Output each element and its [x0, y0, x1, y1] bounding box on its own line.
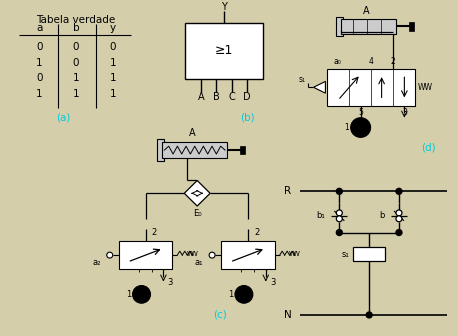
Text: a: a	[36, 24, 42, 33]
Text: Y: Y	[221, 2, 227, 12]
Bar	[221, 241, 275, 269]
Text: B: B	[213, 92, 220, 102]
Text: 1: 1	[109, 89, 116, 99]
Polygon shape	[313, 81, 326, 93]
Circle shape	[235, 286, 253, 303]
Text: W: W	[187, 251, 194, 257]
Bar	[327, 69, 415, 106]
Text: a₂: a₂	[93, 258, 101, 267]
Text: 1: 1	[126, 290, 131, 299]
Text: A: A	[189, 128, 196, 138]
Bar	[119, 241, 172, 269]
Circle shape	[336, 210, 342, 216]
Text: A: A	[197, 92, 204, 102]
Text: 1: 1	[36, 58, 43, 68]
Circle shape	[336, 188, 342, 194]
Bar	[353, 247, 385, 261]
Text: b: b	[73, 24, 79, 33]
Circle shape	[107, 252, 113, 258]
Text: WW: WW	[417, 83, 432, 92]
Text: 2: 2	[152, 228, 157, 237]
Text: (b): (b)	[240, 113, 255, 123]
Circle shape	[396, 188, 402, 194]
Text: Tabela verdade: Tabela verdade	[36, 15, 115, 25]
Bar	[240, 146, 245, 154]
Text: ≥1: ≥1	[215, 44, 233, 57]
Bar	[163, 142, 227, 158]
Text: 2: 2	[254, 228, 259, 237]
Text: W: W	[289, 251, 296, 257]
Text: 3: 3	[270, 278, 275, 287]
Polygon shape	[184, 180, 210, 206]
Text: a₁: a₁	[195, 258, 203, 267]
Text: 5: 5	[358, 108, 363, 117]
Text: (c): (c)	[213, 309, 227, 319]
Circle shape	[351, 118, 371, 137]
Text: 1: 1	[344, 123, 349, 132]
Text: 0: 0	[36, 42, 43, 52]
Text: D: D	[244, 92, 251, 102]
Text: 1: 1	[109, 58, 116, 68]
Text: y: y	[109, 24, 116, 33]
Circle shape	[396, 229, 402, 236]
Text: s₁: s₁	[299, 75, 305, 84]
Text: 1: 1	[73, 74, 79, 83]
Text: 3: 3	[168, 278, 173, 287]
Text: 2: 2	[391, 57, 395, 66]
Text: 1: 1	[73, 89, 79, 99]
Text: R: R	[284, 186, 292, 196]
Circle shape	[336, 229, 342, 236]
Text: (d): (d)	[421, 142, 436, 152]
Circle shape	[396, 216, 402, 222]
Text: (a): (a)	[56, 113, 70, 123]
Circle shape	[396, 210, 402, 216]
Text: a₀: a₀	[334, 57, 342, 66]
Text: N: N	[284, 310, 292, 320]
Bar	[341, 18, 396, 34]
Text: 3: 3	[402, 108, 407, 117]
Bar	[185, 23, 263, 79]
Text: A: A	[363, 6, 370, 16]
Text: W: W	[191, 251, 198, 257]
Circle shape	[132, 286, 151, 303]
Text: b: b	[380, 211, 385, 220]
Bar	[336, 16, 344, 36]
Circle shape	[209, 252, 215, 258]
Text: C: C	[229, 92, 235, 102]
Text: 4: 4	[369, 57, 374, 66]
Bar	[409, 22, 414, 31]
Text: b₁: b₁	[316, 211, 326, 220]
Text: E₀: E₀	[193, 209, 202, 218]
Circle shape	[366, 312, 372, 318]
Text: 0: 0	[73, 58, 79, 68]
Bar	[158, 139, 164, 161]
Text: 1: 1	[36, 89, 43, 99]
Text: s₁: s₁	[342, 250, 349, 259]
Text: 0: 0	[36, 74, 43, 83]
Text: 1: 1	[229, 290, 234, 299]
Text: 1: 1	[109, 74, 116, 83]
Text: 0: 0	[109, 42, 116, 52]
Text: W: W	[293, 251, 300, 257]
Circle shape	[336, 216, 342, 222]
Text: 0: 0	[73, 42, 79, 52]
